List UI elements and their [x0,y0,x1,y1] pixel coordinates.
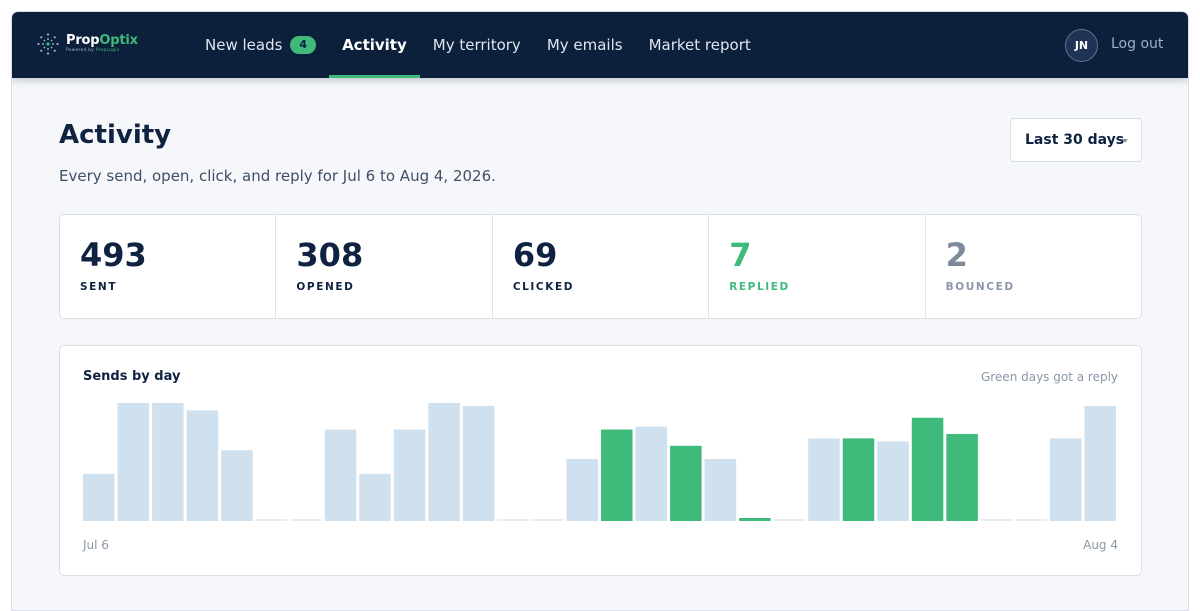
app-window: PropOptix Powered by PropLogix New leads… [11,11,1189,611]
stat-value: 493 [80,236,147,274]
top-nav-bar: PropOptix Powered by PropLogix New leads… [12,12,1188,78]
bar-day-25[interactable] [911,417,944,521]
bar-day-14[interactable] [531,519,564,521]
bar-day-29[interactable] [1049,438,1082,521]
bar-chart [83,403,1116,522]
bar-day-12[interactable] [462,405,495,521]
page-title: Activity [59,120,172,150]
bar-day-30[interactable] [1084,405,1116,521]
bar-day-26[interactable] [946,433,978,521]
nav-item-label: Market report [648,36,751,54]
stat-value: 308 [296,236,364,274]
bar-day-4[interactable] [186,410,219,522]
bar-day-18[interactable] [670,445,702,521]
stat-label: SENT [80,281,118,293]
bar-day-15[interactable] [566,459,598,521]
stat-sent: 493 SENT [60,215,277,318]
stat-label: REPLIED [729,281,790,293]
bar-day-1[interactable] [83,473,115,521]
chart-title: Sends by day [83,369,181,384]
stat-label: BOUNCED [945,281,1015,293]
nav-item-label: My emails [546,36,623,54]
bar-day-5[interactable] [221,450,253,521]
nav-item-new-leads[interactable]: New leads 4 [192,12,329,78]
stat-bounced: 2 BOUNCED [926,215,1141,318]
bar-day-11[interactable] [428,403,460,521]
bar-day-16[interactable] [601,429,633,521]
nav-item-my-territory[interactable]: My territory [420,12,534,78]
bar-day-8[interactable] [324,429,357,521]
bar-day-10[interactable] [393,429,426,521]
bar-day-24[interactable] [877,441,909,521]
stat-replied: 7 REPLIED [709,215,926,318]
bar-day-17[interactable] [635,426,668,521]
bar-day-7[interactable] [290,519,322,521]
bar-day-2[interactable] [117,403,150,521]
stat-value: 2 [945,236,968,274]
bar-day-19[interactable] [704,459,737,521]
bar-day-20[interactable] [739,518,771,521]
date-range-value: Last 30 days [1025,132,1125,148]
stat-label: CLICKED [512,281,575,293]
logo-dots-icon [37,33,59,55]
caret-down-icon [1122,139,1128,143]
chart-legend: Green days got a reply [980,370,1118,384]
user-avatar[interactable]: JN [1065,29,1098,62]
bar-day-13[interactable] [497,519,529,521]
stat-value: 7 [729,236,752,274]
logout-link[interactable]: Log out [1111,36,1164,52]
bar-day-21[interactable] [773,519,806,521]
bar-day-6[interactable] [255,519,288,521]
nav-item-market-report[interactable]: Market report [636,12,764,78]
bar-day-23[interactable] [842,438,875,521]
stat-label: OPENED [296,281,355,293]
bar-day-3[interactable] [152,403,184,521]
brand-tagline: Powered by PropLogix [66,48,120,54]
date-range-select[interactable]: Last 30 days [1010,118,1142,162]
brand-name: PropOptix [66,33,138,49]
nav-item-activity[interactable]: Activity [329,12,420,78]
bar-day-28[interactable] [1015,519,1047,521]
nav-item-label: New leads [205,36,283,54]
new-leads-count-badge: 4 [290,36,317,54]
stat-value: 69 [512,236,558,274]
bar-day-9[interactable] [359,473,391,521]
x-axis-start-label: Jul 6 [83,538,109,552]
bar-day-22[interactable] [808,438,840,521]
nav-item-label: Activity [342,36,407,54]
main-nav: New leads 4 Activity My territory My ema… [192,12,764,78]
nav-item-label: My territory [432,36,521,54]
stat-opened: 308 OPENED [276,215,493,318]
brand-logo[interactable]: PropOptix Powered by PropLogix [36,32,138,56]
stats-summary: 493 SENT 308 OPENED 69 CLICKED 7 REPLIED… [59,214,1142,319]
page-subtitle: Every send, open, click, and reply for J… [59,167,496,185]
bar-day-27[interactable] [980,519,1013,521]
stat-clicked: 69 CLICKED [493,215,710,318]
nav-item-my-emails[interactable]: My emails [534,12,636,78]
x-axis-end-label: Aug 4 [1083,538,1118,552]
sends-by-day-chart: Sends by day Green days got a reply Jul … [59,345,1142,576]
